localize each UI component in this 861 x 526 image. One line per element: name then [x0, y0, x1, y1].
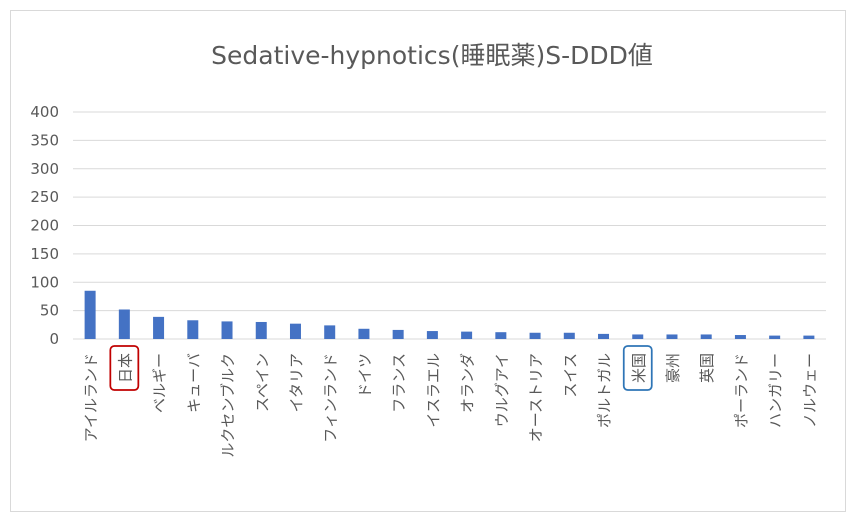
bar-7: [289, 323, 301, 339]
y-axis-ticks: 0 50 100 150 200 250 300 350 400: [30, 103, 59, 348]
bars: [84, 290, 815, 339]
bar-8: [324, 325, 336, 339]
bar-5: [221, 321, 233, 339]
bar-10: [392, 329, 404, 339]
y-tick-label: 400: [30, 103, 59, 121]
category-label-1: アイルランド: [82, 353, 100, 442]
category-label-5: ルクセンブルク: [219, 353, 237, 458]
y-tick-label: 150: [30, 245, 59, 263]
category-label-13: ウルグアイ: [493, 353, 511, 427]
bar-16: [598, 333, 610, 339]
bar-17: [632, 334, 644, 339]
y-tick-label: 250: [30, 188, 59, 206]
y-tick-label: 50: [40, 302, 59, 320]
category-label-16: ポルトガル: [596, 353, 614, 428]
x-axis-category-labels: アイルランド 日本 ベルギー キューバ ルクセンブルク スペイン イタリア フィンランド ドイツ…: [82, 353, 819, 458]
category-label-8: フィンランド: [322, 353, 340, 443]
bar-6: [255, 321, 267, 339]
bar-2: [118, 309, 130, 339]
bar-22: [803, 335, 815, 339]
category-label-9: ドイツ: [356, 353, 374, 398]
y-tick-label: 300: [30, 160, 59, 178]
highlight-box-2: [109, 345, 140, 391]
chart-frame: Sedative-hypnotics(睡眠薬)S-DDD値 0 50 100 150 2…: [10, 10, 846, 512]
category-label-22: ノルウェー: [801, 353, 819, 428]
category-label-20: ポーランド: [732, 353, 750, 428]
bar-1: [84, 290, 96, 339]
category-label-6: スペイン: [253, 353, 271, 412]
chart-title: Sedative-hypnotics(睡眠薬)S-DDD値: [211, 41, 653, 70]
bar-18: [666, 334, 678, 339]
category-label-7: イタリア: [287, 353, 305, 412]
category-label-14: オーストリア: [527, 353, 545, 442]
y-tick-label: 350: [30, 131, 59, 149]
category-label-18: 豪州: [664, 353, 682, 383]
category-label-10: フランス: [390, 353, 408, 413]
highlight-boxes: [109, 345, 653, 391]
category-label-4: キューバ: [185, 353, 203, 413]
bar-11: [426, 331, 438, 339]
bar-15: [563, 332, 575, 339]
bar-19: [700, 334, 712, 339]
bar-14: [529, 332, 541, 339]
bar-21: [769, 335, 781, 339]
category-label-21: ハンガリー: [767, 353, 785, 428]
category-label-3: ベルギー: [151, 353, 169, 413]
y-tick-label: 0: [49, 330, 59, 348]
bar-9: [358, 328, 370, 339]
bar-13: [495, 332, 507, 339]
y-tick-label: 100: [30, 273, 59, 291]
sedative-hypnotics-bar-chart: Sedative-hypnotics(睡眠薬)S-DDD値 0 50 100 150 2…: [30, 41, 826, 458]
category-label-12: オランダ: [459, 353, 477, 413]
gridlines: [73, 111, 826, 340]
category-label-15: スイス: [561, 353, 579, 398]
bar-20: [734, 335, 746, 339]
category-label-2: 日本: [116, 353, 134, 383]
category-label-11: イスラエル: [424, 353, 442, 428]
bar-3: [153, 316, 165, 339]
bar-12: [461, 331, 473, 339]
category-label-19: 英国: [698, 353, 716, 383]
highlight-box-17: [622, 345, 653, 391]
category-label-17: 米国: [630, 353, 648, 383]
y-tick-label: 200: [30, 217, 59, 235]
bar-4: [187, 320, 199, 339]
